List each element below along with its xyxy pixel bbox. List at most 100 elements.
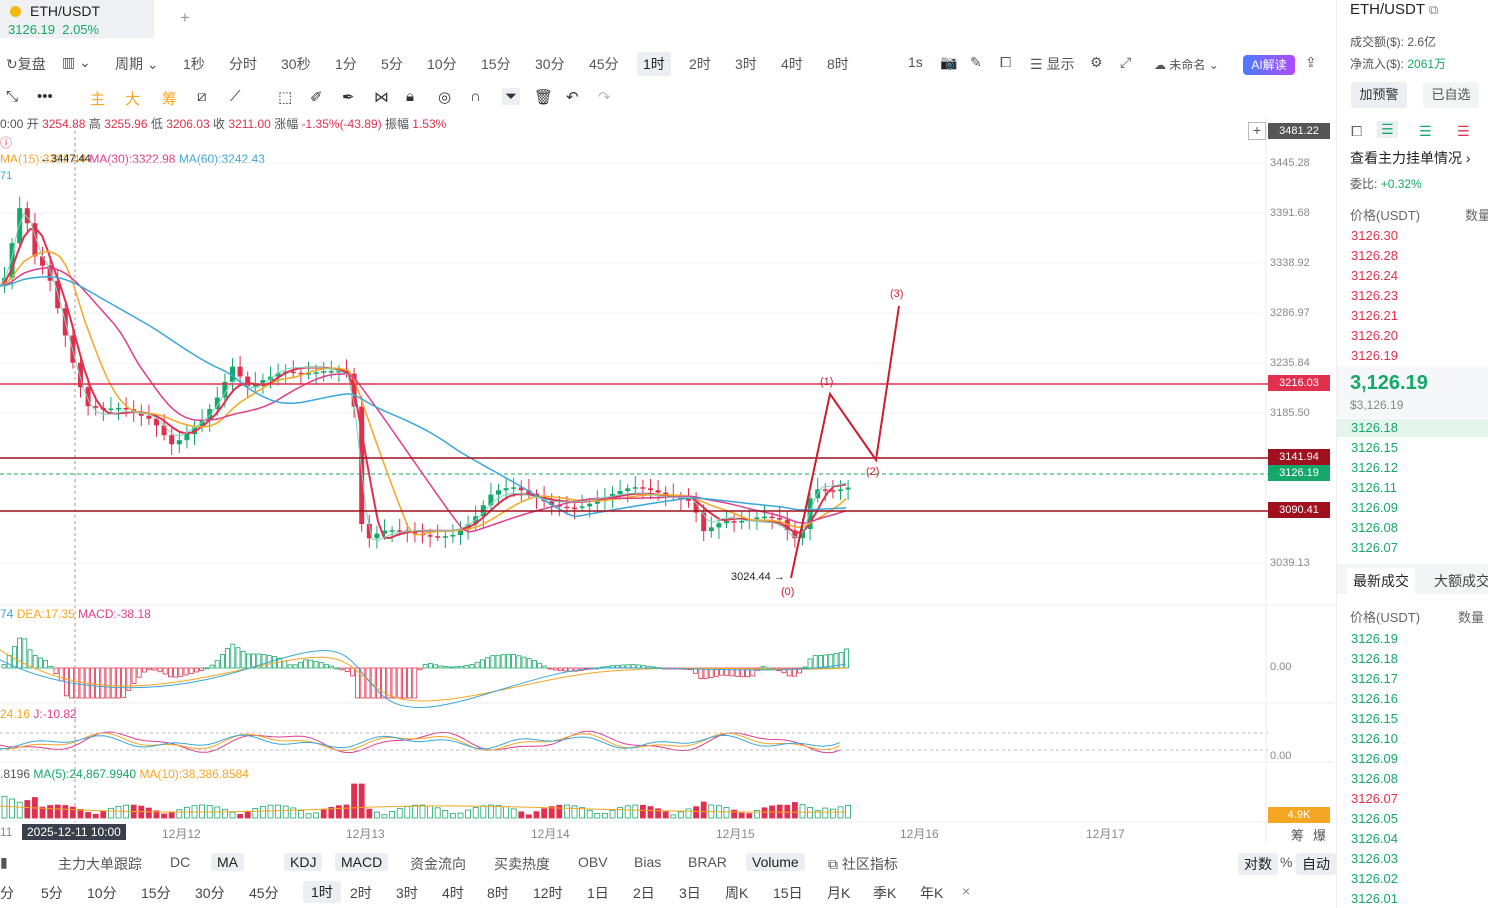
- tab-volume[interactable]: Volume: [746, 853, 805, 871]
- interval-1s[interactable]: 1秒: [183, 56, 205, 72]
- add-scale-icon[interactable]: +: [1248, 122, 1266, 140]
- interval-5m[interactable]: 5分: [381, 56, 403, 72]
- chip-button[interactable]: 筹: [1291, 828, 1305, 843]
- depth-link[interactable]: 查看主力挂单情况 ›: [1350, 150, 1471, 166]
- view-mode-2-icon[interactable]: ☰: [1377, 121, 1398, 138]
- square-icon[interactable]: ⧠: [1000, 54, 1012, 70]
- interval-8h[interactable]: 8时: [827, 56, 849, 72]
- trade-row[interactable]: 3126.03: [1351, 851, 1398, 866]
- add-tab-icon[interactable]: +: [180, 8, 190, 27]
- camera-icon[interactable]: 📷: [940, 54, 958, 70]
- trade-row[interactable]: 3126.10: [1351, 731, 1398, 746]
- bid-row[interactable]: 3126.11: [1351, 480, 1398, 495]
- liquidation-button[interactable]: 爆: [1313, 828, 1327, 843]
- trash-icon[interactable]: 🗑︎: [534, 89, 554, 106]
- line-tool-icon[interactable]: ⟋: [230, 88, 241, 105]
- tab-dc[interactable]: DC: [170, 854, 191, 870]
- favorited-button[interactable]: 已自选: [1423, 82, 1479, 108]
- bottom-interval[interactable]: 分: [0, 885, 14, 901]
- magnet-icon[interactable]: ∩: [470, 88, 481, 105]
- period-dropdown[interactable]: 周期 ⌄: [115, 56, 159, 72]
- bottom-interval[interactable]: 年K: [920, 885, 944, 901]
- cursor-icon[interactable]: ⤡: [6, 88, 19, 105]
- lock-icon[interactable]: 🔒︎: [406, 88, 414, 105]
- log-toggle[interactable]: 对数: [1238, 853, 1278, 875]
- pencil-icon[interactable]: ✎: [970, 54, 982, 70]
- ruler-icon[interactable]: ✐: [310, 89, 323, 106]
- interval-1h[interactable]: 1时: [637, 52, 671, 76]
- display-button[interactable]: ☰ 显示: [1030, 56, 1075, 72]
- trade-row[interactable]: 3126.19: [1351, 631, 1398, 646]
- bottom-interval[interactable]: 1时: [303, 881, 341, 903]
- tab-macd[interactable]: MACD: [335, 853, 389, 871]
- interval-fenshi[interactable]: 分时: [229, 56, 257, 72]
- layout-dropdown[interactable]: ☁ 未命名 ⌄: [1154, 58, 1219, 72]
- tab-brar[interactable]: BRAR: [688, 854, 727, 870]
- tab-fund-flow[interactable]: 资金流向: [410, 856, 466, 872]
- undo-icon[interactable]: ↶: [566, 89, 579, 106]
- tab-heat[interactable]: 买卖热度: [494, 856, 550, 872]
- bottom-interval[interactable]: 2日: [633, 885, 655, 901]
- bottom-interval[interactable]: 5分: [41, 885, 63, 901]
- tab-latest-trades[interactable]: 最新成交: [1347, 568, 1415, 594]
- interval-4h[interactable]: 4时: [781, 56, 803, 72]
- bottom-interval[interactable]: 月K: [827, 885, 851, 901]
- trade-row[interactable]: 3126.09: [1351, 751, 1398, 766]
- interval-15m[interactable]: 15分: [481, 56, 511, 72]
- add-alert-button[interactable]: 加预警: [1351, 82, 1407, 108]
- interval-1s-right[interactable]: 1s: [908, 54, 923, 70]
- view-mode-4-icon[interactable]: ☰: [1457, 123, 1470, 139]
- more-icon[interactable]: •••: [37, 88, 53, 105]
- redo-icon[interactable]: ↷: [598, 89, 611, 106]
- replay-button[interactable]: ↻复盘: [6, 56, 46, 72]
- trade-row[interactable]: 3126.16: [1351, 691, 1398, 706]
- bid-row[interactable]: 3126.15: [1351, 440, 1398, 455]
- ask-row[interactable]: 3126.28: [1351, 248, 1398, 263]
- bottom-interval[interactable]: 季K: [873, 885, 897, 901]
- bottom-interval[interactable]: 15分: [141, 885, 171, 901]
- interval-2h[interactable]: 2时: [689, 56, 711, 72]
- interval-10m[interactable]: 10分: [427, 56, 457, 72]
- trade-row[interactable]: 3126.04: [1351, 831, 1398, 846]
- indicator-main-tab[interactable]: 主: [90, 91, 106, 108]
- trade-row[interactable]: 3126.17: [1351, 671, 1398, 686]
- tab-obv[interactable]: OBV: [578, 854, 608, 870]
- bottom-interval[interactable]: 45分: [249, 885, 279, 901]
- trend-tool-icon[interactable]: ⧄: [197, 88, 207, 105]
- ask-row[interactable]: 3126.24: [1351, 268, 1398, 283]
- percent-toggle[interactable]: %: [1280, 854, 1293, 870]
- tab-ma[interactable]: MA: [211, 853, 244, 871]
- trade-row[interactable]: 3126.05: [1351, 811, 1398, 826]
- interval-30m[interactable]: 30分: [535, 56, 565, 72]
- indicator-chip-tab[interactable]: 筹: [162, 91, 178, 108]
- chart-type-icon[interactable]: ▥ ⌄: [62, 54, 91, 70]
- shape-tool-icon[interactable]: ⬚: [278, 89, 293, 106]
- bottom-interval[interactable]: 12时: [533, 885, 563, 901]
- bottom-interval[interactable]: 10分: [87, 885, 117, 901]
- view-mode-1-icon[interactable]: ⧠: [1351, 123, 1363, 139]
- bottom-interval[interactable]: 3日: [679, 885, 701, 901]
- tab-community[interactable]: ⧉ 社区指标: [828, 856, 898, 872]
- bid-row[interactable]: 3126.12: [1351, 460, 1398, 475]
- fullscreen-icon[interactable]: ⤢: [1120, 54, 1132, 70]
- ask-row[interactable]: 3126.19: [1351, 348, 1398, 363]
- trade-row[interactable]: 3126.08: [1351, 771, 1398, 786]
- bottom-interval[interactable]: 周K: [725, 885, 749, 901]
- ask-row[interactable]: 3126.21: [1351, 308, 1398, 323]
- bottom-interval[interactable]: 15日: [773, 885, 803, 901]
- bottom-interval[interactable]: 30分: [195, 885, 225, 901]
- bottom-interval[interactable]: 1日: [587, 885, 609, 901]
- ask-row[interactable]: 3126.23: [1351, 288, 1398, 303]
- tab-big-trades[interactable]: 大额成交: [1434, 573, 1488, 589]
- bid-row[interactable]: 3126.08: [1351, 520, 1398, 535]
- bottom-interval[interactable]: 4时: [442, 885, 464, 901]
- ask-row[interactable]: 3126.20: [1351, 328, 1398, 343]
- tab-main-order[interactable]: 主力大单跟踪: [58, 856, 142, 872]
- ask-row[interactable]: 3126.30: [1351, 228, 1398, 243]
- share-icon[interactable]: ⇪: [1305, 54, 1317, 70]
- trade-row[interactable]: 3126.02: [1351, 871, 1398, 886]
- indicator-big-tab[interactable]: 大: [125, 91, 141, 108]
- trade-row[interactable]: 3126.15: [1351, 711, 1398, 726]
- bottom-interval[interactable]: 8时: [487, 885, 509, 901]
- view-mode-3-icon[interactable]: ☰: [1419, 123, 1432, 139]
